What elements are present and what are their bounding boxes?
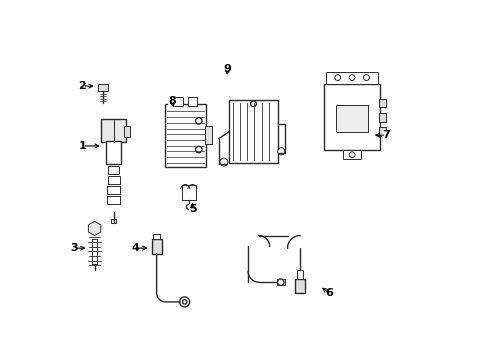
Circle shape <box>348 75 354 81</box>
Bar <box>123 126 130 137</box>
Text: 5: 5 <box>188 204 196 214</box>
Bar <box>182 185 196 200</box>
Circle shape <box>277 148 285 155</box>
Bar <box>107 186 120 194</box>
Text: 2: 2 <box>79 81 86 91</box>
Bar <box>378 113 385 122</box>
Bar <box>106 197 120 204</box>
Text: 9: 9 <box>223 64 231 74</box>
Circle shape <box>179 297 189 307</box>
Circle shape <box>182 300 186 304</box>
Text: 6: 6 <box>324 288 332 298</box>
Bar <box>325 72 377 84</box>
Bar <box>105 140 121 164</box>
Bar <box>92 239 97 264</box>
Circle shape <box>363 75 368 81</box>
Polygon shape <box>88 221 101 235</box>
Bar <box>108 166 119 174</box>
Bar <box>205 126 211 144</box>
Bar <box>294 279 305 293</box>
Bar <box>378 127 385 136</box>
Bar <box>174 96 183 105</box>
Circle shape <box>277 279 284 285</box>
Bar <box>110 220 116 223</box>
Bar <box>297 270 303 279</box>
Circle shape <box>195 118 202 124</box>
Circle shape <box>220 158 227 166</box>
Bar <box>324 84 379 150</box>
Bar <box>151 239 162 253</box>
Bar <box>101 119 126 142</box>
Circle shape <box>250 101 256 107</box>
Text: 1: 1 <box>79 141 86 151</box>
Text: 3: 3 <box>70 243 78 253</box>
Bar <box>343 150 360 159</box>
Text: 8: 8 <box>168 96 176 106</box>
Circle shape <box>195 146 202 153</box>
Bar <box>229 100 277 163</box>
Bar <box>187 96 196 105</box>
Bar <box>335 105 367 132</box>
Text: 4: 4 <box>131 243 139 253</box>
Bar <box>378 99 385 107</box>
Bar <box>153 234 160 239</box>
Circle shape <box>334 75 340 81</box>
Bar <box>98 84 108 91</box>
Bar <box>276 279 284 285</box>
Circle shape <box>348 152 354 158</box>
Bar <box>164 104 205 167</box>
Circle shape <box>186 204 191 210</box>
Bar <box>107 176 120 184</box>
Text: 7: 7 <box>382 130 389 140</box>
